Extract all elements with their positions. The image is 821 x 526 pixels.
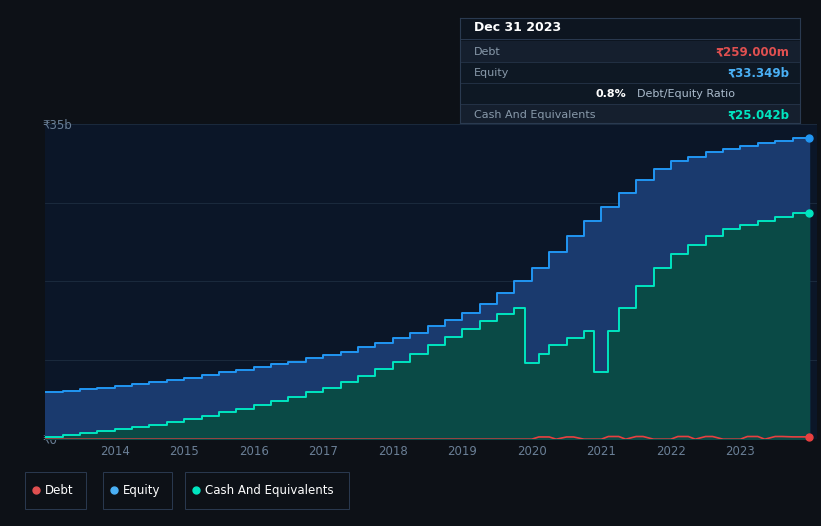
- Text: Equity: Equity: [123, 484, 161, 497]
- Text: Dec 31 2023: Dec 31 2023: [474, 21, 561, 34]
- FancyBboxPatch shape: [25, 472, 86, 509]
- Text: Cash And Equivalents: Cash And Equivalents: [205, 484, 334, 497]
- Text: 0.8%: 0.8%: [596, 88, 626, 98]
- Text: ₹25.042b: ₹25.042b: [727, 108, 790, 121]
- FancyBboxPatch shape: [460, 83, 800, 104]
- Text: ₹259.000m: ₹259.000m: [716, 45, 790, 58]
- FancyBboxPatch shape: [460, 62, 800, 83]
- FancyBboxPatch shape: [185, 472, 349, 509]
- FancyBboxPatch shape: [460, 41, 800, 62]
- FancyBboxPatch shape: [103, 472, 172, 509]
- FancyBboxPatch shape: [460, 104, 800, 125]
- Text: ₹33.349b: ₹33.349b: [727, 66, 790, 79]
- Text: Debt/Equity Ratio: Debt/Equity Ratio: [637, 88, 735, 98]
- Text: Equity: Equity: [474, 68, 509, 78]
- Text: Debt: Debt: [474, 47, 500, 57]
- Text: Cash And Equivalents: Cash And Equivalents: [474, 109, 595, 119]
- Text: Debt: Debt: [45, 484, 74, 497]
- FancyBboxPatch shape: [460, 18, 800, 39]
